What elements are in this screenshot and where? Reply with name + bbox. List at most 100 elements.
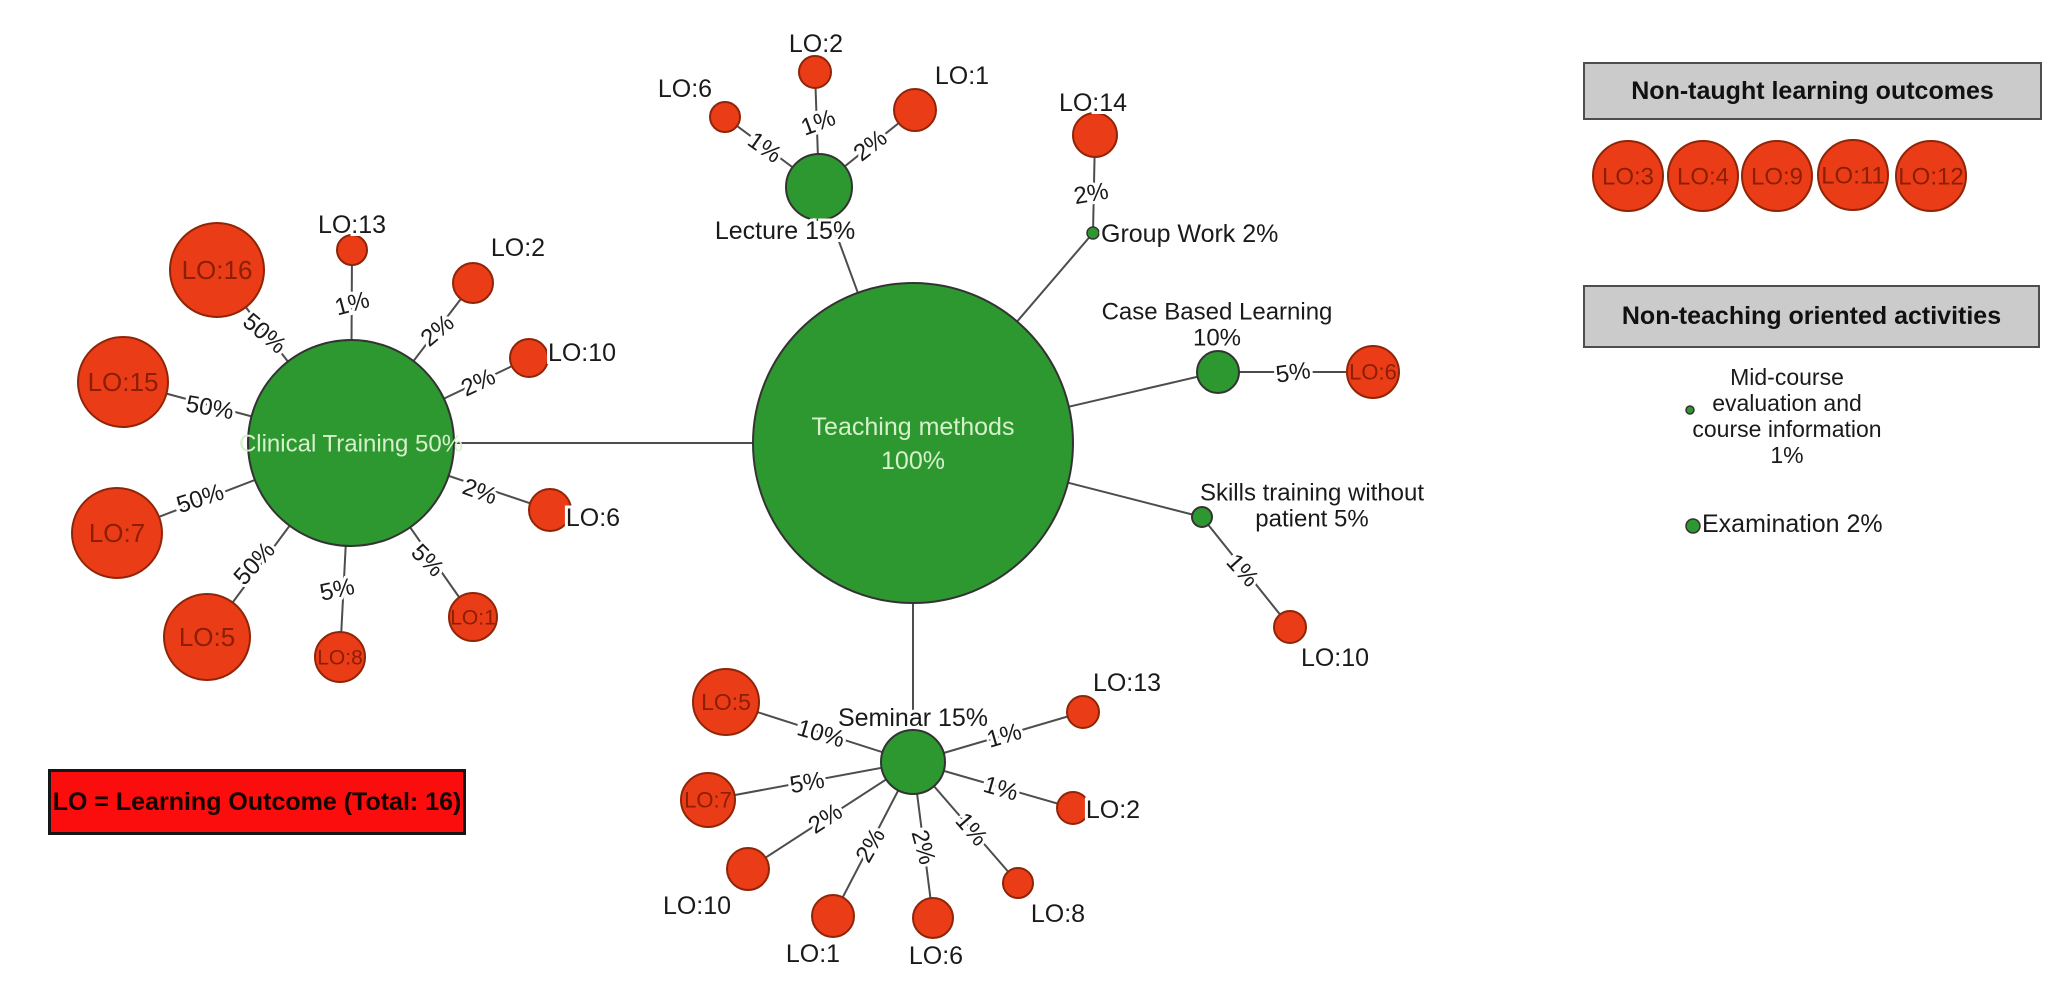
label-case-based-learning: 10% — [1193, 324, 1241, 351]
node-clinical-training — [247, 339, 455, 547]
node-lo6-lec — [709, 101, 741, 133]
edge-seminar-lo7-sem — [707, 761, 914, 801]
non-taught-header-label: Non-taught learning outcomes — [1631, 76, 1994, 105]
node-lo1-sem — [811, 894, 855, 938]
node-label-teaching-methods: 100% — [881, 447, 945, 475]
non-taught-header: Non-taught learning outcomes — [1583, 62, 2042, 120]
node-lo15-ct — [77, 336, 169, 428]
percent-label-lecture-lo1-lec: 2% — [849, 124, 893, 167]
label-skills-training: Skills training without — [1200, 479, 1424, 506]
node-lo6-sem — [912, 897, 954, 939]
node-label-lo6-cbl: LO:6 — [1349, 360, 1397, 385]
node-label-lo1-ct: LO:1 — [450, 606, 496, 629]
label-lo6-sem: LO:6 — [909, 942, 963, 970]
label-lo10-sem: LO:10 — [663, 892, 731, 920]
node-seminar — [880, 729, 946, 795]
label-lo6-ct: LO:6 — [566, 504, 620, 532]
label-seminar: Seminar 15% — [838, 704, 988, 732]
midcourse-line-4: 1% — [1770, 442, 1804, 468]
label-lo13-ct: LO:13 — [318, 211, 386, 239]
non-teaching-header: Non-teaching oriented activities — [1583, 285, 2040, 348]
node-lo5-ct — [163, 593, 251, 681]
node-label-lo3-leg: LO:3 — [1602, 163, 1654, 190]
label-skills-training: patient 5% — [1255, 505, 1368, 532]
percent-label-clinical-training-lo15-ct: 50% — [184, 390, 236, 425]
lo-note-text: LO = Learning Outcome (Total: 16) — [52, 787, 462, 816]
node-lo1-ct — [448, 592, 498, 642]
label-lo8-sem: LO:8 — [1031, 900, 1085, 928]
midcourse-line-3: course information — [1692, 416, 1882, 442]
node-lo12-leg — [1895, 140, 1967, 212]
percent-label-clinical-training-lo16-ct: 50% — [237, 308, 291, 360]
label-lecture: Lecture 15% — [715, 217, 855, 245]
node-lo1-lec — [893, 88, 937, 132]
node-case-based-learning — [1196, 350, 1240, 394]
node-label-lo9-leg: LO:9 — [1751, 163, 1803, 190]
node-lo6-ct — [528, 488, 572, 532]
percent-label-seminar-lo2-sem: 1% — [980, 771, 1021, 807]
percent-label-case-based-learning-lo6-cbl: 5% — [1274, 357, 1312, 389]
percent-label-group-work-lo14-gw: 2% — [1072, 178, 1111, 211]
node-lo11-leg — [1817, 139, 1889, 211]
label-lo10-skills: LO:10 — [1301, 644, 1369, 672]
node-lo13-sem — [1066, 695, 1100, 729]
node-midcourse-dot — [1685, 405, 1695, 415]
node-lo13-ct — [336, 234, 368, 266]
node-label-lo8-ct: LO:8 — [317, 646, 363, 669]
node-lo16-ct — [169, 222, 265, 318]
node-label-teaching-methods: Teaching methods — [812, 413, 1015, 441]
node-lecture — [785, 153, 853, 221]
node-lo9-leg — [1741, 140, 1813, 212]
non-teaching-header-label: Non-teaching oriented activities — [1621, 302, 2002, 330]
percent-label-seminar-lo1-sem: 2% — [850, 824, 891, 868]
node-teaching-methods — [752, 282, 1074, 604]
node-label-lo4-leg: LO:4 — [1677, 163, 1729, 190]
node-label-lo12-leg: LO:12 — [1898, 163, 1963, 190]
node-lo10-ct — [509, 338, 549, 378]
node-lo2-lec — [798, 55, 832, 89]
node-lo2-sem — [1056, 791, 1090, 825]
label-lo1-sem: LO:1 — [786, 940, 840, 968]
examination-label: Examination 2% — [1702, 512, 1883, 537]
label-lo6-lec: LO:6 — [658, 75, 712, 103]
percent-label-seminar-lo6-sem: 2% — [906, 827, 941, 867]
node-lo7-ct — [71, 487, 163, 579]
percent-label-lecture-lo2-lec: 1% — [797, 104, 839, 141]
node-lo6-cbl — [1346, 345, 1400, 399]
label-lo1-lec: LO:1 — [935, 62, 989, 90]
node-label-lo7-sem: LO:7 — [684, 788, 732, 813]
node-group-work — [1086, 226, 1100, 240]
node-label-lo15-ct: LO:15 — [88, 367, 159, 397]
label-lo13-sem: LO:13 — [1093, 669, 1161, 697]
percent-label-clinical-training-lo2-ct: 2% — [416, 309, 460, 352]
node-lo10-skills — [1273, 610, 1307, 644]
node-lo10-sem — [726, 847, 770, 891]
percent-label-seminar-lo13-sem: 1% — [984, 718, 1025, 754]
lo-note-box: LO = Learning Outcome (Total: 16) — [48, 769, 466, 835]
node-label-lo11-leg: LO:11 — [1821, 162, 1885, 189]
percent-label-lecture-lo6-lec: 1% — [743, 127, 787, 169]
percent-label-clinical-training-lo13-ct: 1% — [332, 286, 372, 321]
label-lo2-lec: LO:2 — [789, 30, 843, 58]
node-lo2-ct — [452, 262, 494, 304]
node-label-lo16-ct: LO:16 — [182, 255, 253, 285]
node-skills-training — [1191, 506, 1213, 528]
label-lo2-ct: LO:2 — [491, 234, 545, 262]
percent-label-clinical-training-lo7-ct: 50% — [173, 479, 227, 520]
node-label-lo5-sem: LO:5 — [701, 689, 751, 715]
node-lo3-leg — [1592, 140, 1664, 212]
percent-label-clinical-training-lo6-ct: 2% — [459, 473, 501, 510]
midcourse-line-1: Mid-course — [1730, 364, 1844, 390]
node-label-lo7-ct: LO:7 — [89, 518, 145, 548]
label-group-work: Group Work 2% — [1101, 220, 1278, 248]
node-lo8-ct — [314, 631, 366, 683]
percent-label-clinical-training-lo10-ct: 2% — [457, 363, 500, 402]
node-lo7-sem — [680, 772, 736, 828]
node-lo8-sem — [1002, 867, 1034, 899]
midcourse-line-2: evaluation and — [1712, 390, 1862, 416]
node-examination-dot — [1685, 518, 1701, 534]
edge-skills-training-lo10-skills — [1201, 516, 1291, 628]
percent-label-seminar-lo8-sem: 1% — [950, 808, 993, 852]
node-lo4-leg — [1667, 140, 1739, 212]
